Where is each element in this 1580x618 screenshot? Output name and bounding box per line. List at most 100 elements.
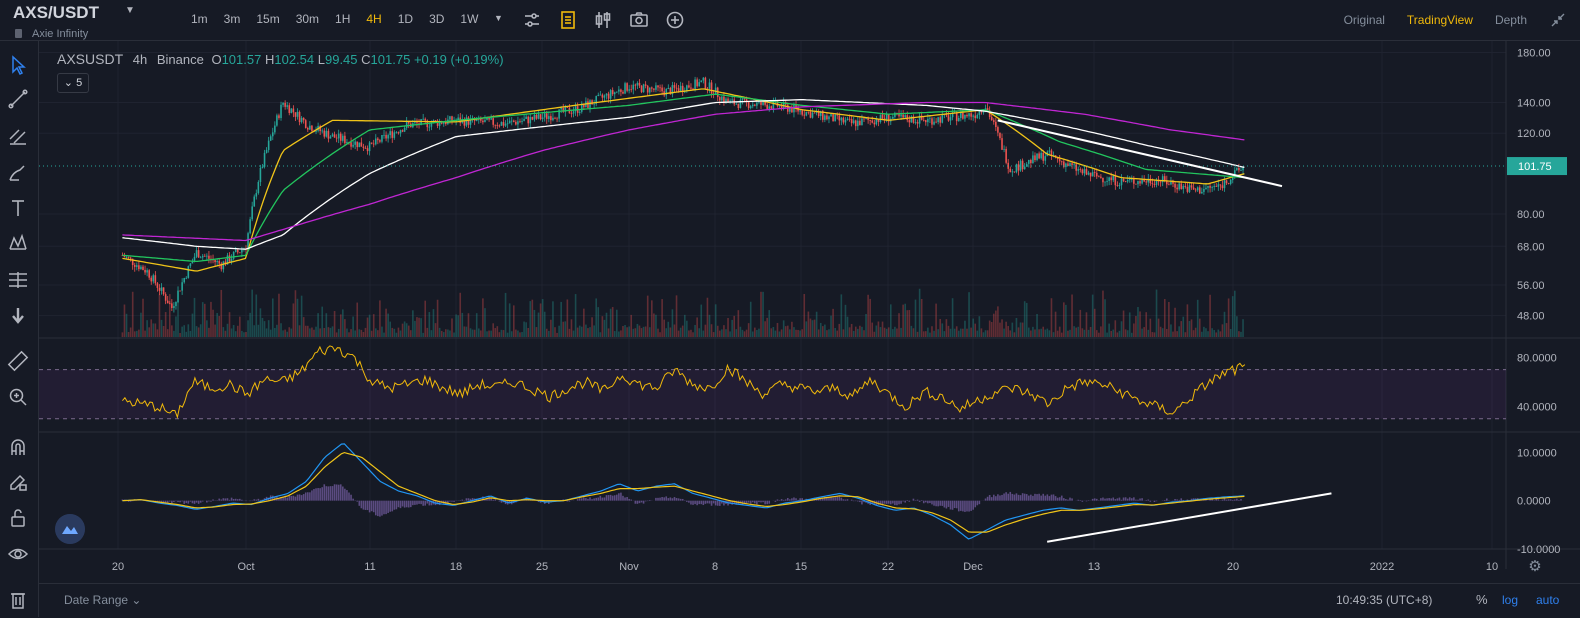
macd-histogram-bar bbox=[851, 500, 853, 501]
add-icon[interactable] bbox=[665, 10, 685, 30]
ruler-icon[interactable] bbox=[7, 350, 29, 372]
volume-bar bbox=[1065, 305, 1067, 337]
volume-bar bbox=[161, 320, 163, 337]
macd-histogram-bar bbox=[834, 497, 836, 501]
volume-bar bbox=[593, 325, 595, 337]
interval-15m[interactable]: 15m bbox=[248, 12, 287, 26]
interval-1w[interactable]: 1W bbox=[452, 12, 486, 26]
settings-gear-icon[interactable]: ⚙ bbox=[1528, 557, 1541, 575]
chart-type-icon[interactable] bbox=[593, 10, 613, 30]
macd-histogram-bar bbox=[597, 498, 599, 501]
pattern-icon[interactable] bbox=[7, 232, 29, 254]
macd-histogram-bar bbox=[196, 501, 198, 503]
candle-body bbox=[1176, 188, 1178, 190]
zoom-icon[interactable] bbox=[7, 386, 29, 408]
candle-body bbox=[668, 88, 670, 89]
log-scale-button[interactable]: log bbox=[1502, 593, 1518, 607]
indicators-icon[interactable] bbox=[558, 10, 578, 30]
interval-30m[interactable]: 30m bbox=[288, 12, 327, 26]
candle-body bbox=[1112, 176, 1114, 180]
tradingview-logo-icon[interactable] bbox=[55, 514, 85, 544]
macd-histogram-bar bbox=[709, 501, 711, 504]
macd-histogram-bar bbox=[348, 493, 350, 501]
pencil-lock-icon[interactable] bbox=[7, 471, 29, 493]
auto-scale-button[interactable]: auto bbox=[1536, 593, 1559, 607]
macd-histogram-bar bbox=[175, 501, 177, 502]
volume-bar bbox=[941, 323, 943, 337]
camera-icon[interactable] bbox=[629, 10, 649, 30]
volume-bar bbox=[863, 330, 865, 337]
eye-icon[interactable] bbox=[7, 543, 29, 565]
candle-body bbox=[377, 139, 379, 141]
macd-histogram-bar bbox=[210, 501, 212, 502]
volume-bar bbox=[649, 327, 651, 337]
interval-3m[interactable]: 3m bbox=[216, 12, 249, 26]
cursor-icon[interactable] bbox=[7, 54, 29, 76]
view-original[interactable]: Original bbox=[1333, 13, 1396, 27]
collapse-icon[interactable] bbox=[1550, 12, 1566, 28]
symbol-title[interactable]: AXS/USDT bbox=[13, 3, 99, 23]
candle-body bbox=[832, 114, 834, 121]
lock-icon[interactable] bbox=[7, 507, 29, 529]
volume-bar bbox=[589, 327, 591, 337]
candle-body bbox=[1123, 179, 1125, 181]
candle-body bbox=[387, 135, 389, 138]
volume-bar bbox=[1016, 318, 1018, 337]
indicator-collapse-button[interactable]: ⌄ 5 bbox=[57, 73, 89, 93]
symbol-dropdown-icon[interactable]: ▼ bbox=[125, 5, 135, 16]
macd-histogram-bar bbox=[591, 499, 593, 501]
macd-histogram-bar bbox=[764, 501, 766, 505]
arrow-down-icon[interactable] bbox=[7, 304, 29, 326]
fib-channel-icon[interactable] bbox=[7, 125, 29, 147]
magnet-icon[interactable] bbox=[7, 436, 29, 458]
candle-body bbox=[754, 105, 756, 106]
candle-body bbox=[507, 123, 509, 124]
macd-histogram-bar bbox=[1007, 494, 1009, 501]
volume-bar bbox=[556, 333, 558, 337]
volume-bar bbox=[262, 318, 264, 337]
interval-more-icon[interactable]: ▼ bbox=[494, 13, 503, 23]
interval-1m[interactable]: 1m bbox=[183, 12, 216, 26]
candle-body bbox=[179, 291, 181, 292]
volume-bar bbox=[534, 310, 536, 337]
macd-histogram-bar bbox=[624, 497, 626, 500]
interval-4h[interactable]: 4H bbox=[358, 12, 389, 26]
volume-bar bbox=[443, 332, 445, 337]
volume-bar bbox=[332, 326, 334, 337]
view-tradingview[interactable]: TradingView bbox=[1396, 13, 1484, 27]
volume-bar bbox=[909, 310, 911, 337]
candle-body bbox=[367, 148, 369, 151]
brush-icon[interactable] bbox=[7, 162, 29, 184]
legend-low-label: L bbox=[318, 52, 325, 67]
interval-1h[interactable]: 1H bbox=[327, 12, 358, 26]
macd-histogram-bar bbox=[179, 501, 181, 503]
volume-bar bbox=[297, 299, 299, 337]
interval-1d[interactable]: 1D bbox=[390, 12, 421, 26]
date-range-button[interactable]: Date Range ⌄ bbox=[64, 593, 141, 607]
text-icon[interactable] bbox=[7, 197, 29, 219]
view-depth[interactable]: Depth bbox=[1484, 13, 1538, 27]
candle-body bbox=[1096, 173, 1098, 177]
candle-body bbox=[768, 106, 770, 109]
volume-bar bbox=[136, 331, 138, 337]
volume-bar bbox=[429, 312, 431, 337]
candle-body bbox=[521, 121, 523, 122]
volume-bar bbox=[276, 325, 278, 337]
time-tick-label: 25 bbox=[536, 561, 548, 573]
volume-bar bbox=[505, 293, 507, 337]
chart-area[interactable]: 180.00140.00120.0080.0068.0056.0048.0010… bbox=[39, 41, 1580, 583]
indicator-settings-icon[interactable] bbox=[522, 10, 542, 30]
price-tick-label: 48.00 bbox=[1517, 311, 1545, 323]
percent-scale-button[interactable]: % bbox=[1476, 592, 1488, 607]
volume-bar bbox=[923, 331, 925, 337]
candle-body bbox=[964, 115, 966, 119]
volume-bar bbox=[538, 313, 540, 337]
trend-line-icon[interactable] bbox=[7, 88, 29, 110]
measure-range-icon[interactable] bbox=[7, 269, 29, 291]
macd-histogram-bar bbox=[326, 486, 328, 500]
volume-bar bbox=[678, 331, 680, 337]
candle-body bbox=[828, 116, 830, 119]
interval-3d[interactable]: 3D bbox=[421, 12, 452, 26]
volume-bar bbox=[1007, 326, 1009, 337]
trash-icon[interactable] bbox=[7, 589, 29, 611]
